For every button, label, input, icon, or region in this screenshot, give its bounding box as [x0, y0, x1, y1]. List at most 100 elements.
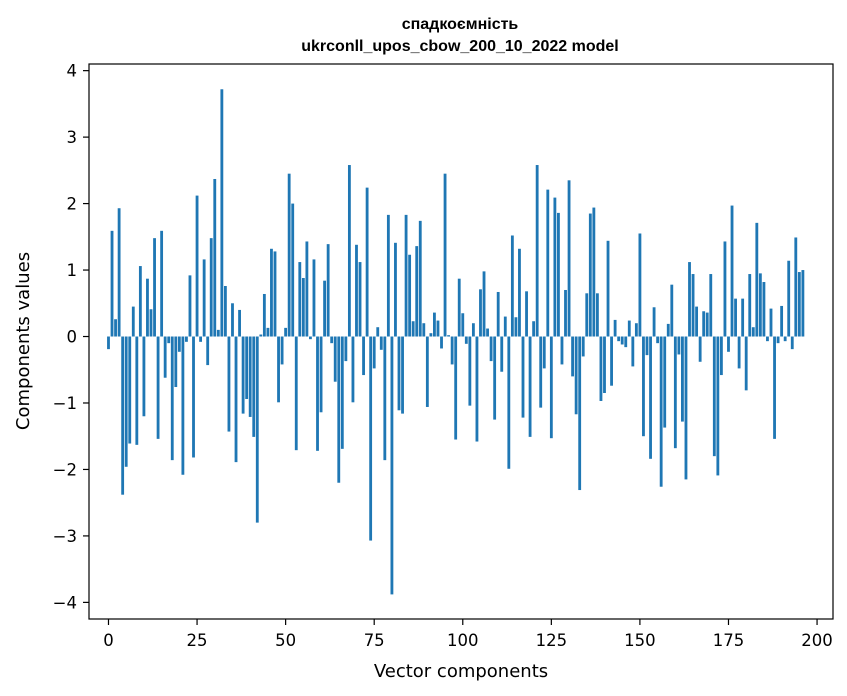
bar — [259, 334, 263, 337]
bar-group — [107, 89, 805, 595]
bar — [181, 336, 185, 475]
bar — [199, 336, 203, 342]
bar — [450, 336, 454, 365]
bar — [564, 289, 567, 337]
bar — [585, 293, 589, 337]
bar — [358, 262, 362, 337]
chart-title-line2: ukrconll_upos_cbow_200_10_2022 model — [301, 38, 618, 55]
y-tick-label: 3 — [67, 128, 78, 147]
bar — [723, 241, 727, 337]
bar — [507, 336, 511, 469]
bar — [560, 336, 564, 365]
bar — [231, 303, 234, 337]
bar — [656, 336, 660, 344]
bar — [117, 208, 121, 337]
bar — [539, 336, 543, 408]
bar — [372, 336, 376, 369]
bar — [471, 323, 475, 337]
y-axis-ticks: −4 −3 −2 −1 0 1 2 3 4 — [53, 62, 89, 612]
x-tick-label: 25 — [187, 631, 208, 650]
bar — [365, 187, 369, 337]
y-axis-label: Components values — [13, 252, 34, 430]
bar — [546, 189, 550, 337]
bar — [309, 336, 312, 340]
y-tick-label: −2 — [53, 460, 77, 479]
bar — [149, 309, 153, 337]
bar — [475, 336, 479, 442]
bar — [337, 336, 341, 483]
plot-frame — [88, 63, 834, 620]
bar — [305, 241, 309, 337]
bar — [751, 327, 755, 337]
bar — [702, 311, 706, 337]
bar — [535, 165, 539, 337]
bar — [223, 286, 227, 337]
bar — [606, 240, 610, 337]
bar — [464, 336, 468, 344]
bar — [411, 321, 415, 337]
bar — [238, 309, 241, 337]
bar — [252, 336, 256, 437]
bar — [312, 259, 316, 337]
bar — [610, 336, 613, 386]
bar — [153, 238, 156, 337]
bar — [266, 327, 270, 337]
bar — [528, 336, 532, 437]
bar — [571, 336, 575, 377]
bar — [737, 336, 741, 369]
bar — [663, 336, 667, 428]
bar — [642, 336, 645, 437]
bar — [617, 336, 621, 342]
bar — [486, 328, 489, 337]
bar — [425, 336, 429, 407]
bar — [294, 336, 298, 451]
bar — [170, 336, 174, 461]
bar — [401, 336, 404, 414]
bar — [185, 336, 188, 342]
bar — [691, 274, 695, 337]
y-tick-label: −3 — [53, 527, 77, 546]
bar — [415, 246, 419, 337]
bar — [330, 336, 334, 344]
bar — [479, 289, 482, 337]
bar — [298, 262, 302, 337]
x-axis-label: Vector components — [374, 661, 548, 682]
x-tick-label: 150 — [624, 631, 656, 650]
bar — [748, 274, 752, 337]
bar — [160, 230, 164, 337]
bar — [758, 273, 762, 337]
bar — [549, 336, 553, 439]
bar — [340, 336, 344, 449]
bar — [482, 271, 486, 337]
bar — [454, 336, 458, 440]
bar — [287, 173, 291, 337]
bar — [627, 320, 631, 337]
bar — [128, 336, 132, 444]
bar — [163, 336, 167, 378]
bar — [386, 214, 390, 337]
bar — [248, 336, 252, 417]
bar — [135, 336, 139, 445]
bar — [110, 230, 114, 337]
bar — [603, 336, 606, 394]
bar — [213, 178, 217, 337]
bar — [188, 275, 192, 337]
bar — [659, 336, 663, 487]
bar — [216, 329, 220, 337]
bar — [688, 262, 691, 337]
x-tick-label: 175 — [713, 631, 745, 650]
bar — [241, 336, 245, 414]
bar — [397, 336, 401, 411]
bar — [500, 336, 504, 372]
bar — [698, 336, 702, 362]
bar — [362, 336, 365, 376]
bar — [776, 336, 780, 344]
bar — [588, 213, 592, 337]
bar — [114, 319, 117, 337]
bar — [712, 336, 716, 457]
bar — [376, 327, 380, 337]
x-tick-label: 50 — [275, 631, 296, 650]
bar — [727, 336, 730, 352]
chart-title-line1: спадкоємність — [402, 16, 519, 33]
bar — [677, 336, 681, 355]
